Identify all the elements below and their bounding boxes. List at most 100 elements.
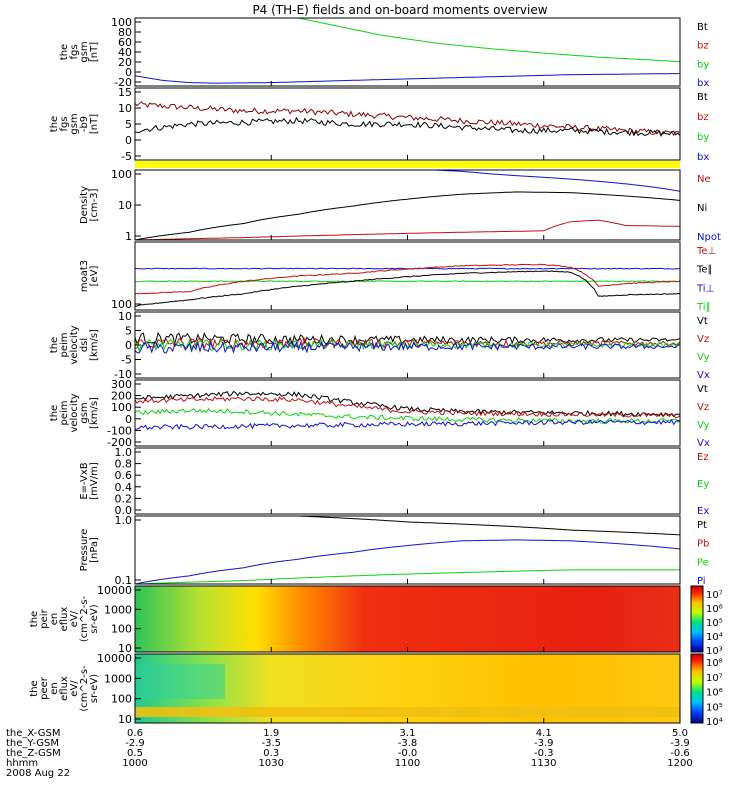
- series-Bt: [134, 116, 681, 137]
- panel-10: the peer en eflux eV/(cm^2-s-sr-eV) 10⁸ 10⁷ 10⁶…: [29, 652, 723, 728]
- svg-text:peim: peim: [59, 400, 70, 425]
- panel-9: the peir en eflux eV/(cm^2-s-sr-eV) 10⁷ 10⁶ 10⁵…: [29, 584, 723, 657]
- svg-text:moat3: moat3: [79, 260, 90, 292]
- y-tick-label: -5: [121, 354, 132, 367]
- colorbar-tick: 10⁵: [706, 702, 723, 713]
- y-tick-label: 20: [118, 56, 132, 69]
- legend-entry: Vx: [697, 370, 710, 381]
- y-axis-label: the peim velocity dsl [km/s]: [49, 325, 100, 364]
- legend-entry: Ey: [697, 479, 709, 490]
- svg-text:the: the: [49, 116, 60, 132]
- x-row-label: hhmm: [6, 758, 38, 769]
- series-Vz: [134, 395, 681, 419]
- legend-entry: Vy: [697, 420, 710, 431]
- legend-entry: Te⊥: [696, 246, 716, 257]
- y-tick-label: 0.2: [115, 492, 133, 505]
- y-tick-label: 0.8: [115, 458, 133, 471]
- x-row-label: the_Y-GSM: [6, 738, 59, 749]
- svg-text:gsm: gsm: [79, 402, 90, 423]
- legend-entry: bx: [697, 152, 709, 163]
- series-Pe: [134, 569, 680, 585]
- colorbar-tick: 10⁸: [706, 658, 723, 669]
- y-axis-label: Density [cm-3]: [79, 186, 100, 224]
- panel-8: Pressure [nPa] 1.0 0.1 Pt Pb Pe Pi: [79, 514, 709, 587]
- series-Vy: [134, 338, 681, 353]
- y-tick-label: 10: [118, 310, 132, 323]
- series-Vy: [134, 407, 681, 424]
- x-tick-label: 0.3: [263, 748, 279, 759]
- panel-frame: [134, 17, 681, 87]
- y-tick-label: 100: [111, 16, 132, 29]
- legend-entry: Ne: [697, 174, 711, 185]
- y-tick-label: 1000: [104, 672, 132, 685]
- panel-frame: [134, 87, 681, 161]
- plot-title: P4 (TH-E) fields and on-board moments ov…: [252, 3, 547, 17]
- x-date-label: 2008 Aug 22: [6, 768, 70, 779]
- x-tick-label: 0.5: [127, 748, 143, 759]
- y-tick-label: 0: [125, 134, 132, 147]
- y-tick-label: 1.0: [115, 514, 133, 527]
- series-Te⊥: [134, 263, 681, 295]
- svg-text:[km/s]: [km/s]: [89, 329, 100, 361]
- y-axis-label: the fgs gsm -b9 [nT]: [49, 113, 100, 134]
- colorbar-tick: 10⁶: [706, 604, 723, 615]
- legend-entry: bz: [697, 41, 709, 52]
- series-Pt: [298, 515, 680, 536]
- svg-text:Density: Density: [79, 186, 90, 224]
- svg-text:sr-eV): sr-eV): [89, 674, 100, 703]
- svg-text:velocity: velocity: [69, 393, 80, 432]
- x-tick-label: -0.3: [534, 748, 554, 759]
- svg-text:-b9: -b9: [79, 116, 90, 132]
- y-tick-label: -200: [107, 436, 132, 449]
- colorbar-tick: 10⁷: [706, 673, 723, 684]
- y-axis-label: moat3 [eV]: [79, 260, 100, 292]
- colorbar: [690, 585, 704, 653]
- series-Vx: [134, 340, 681, 354]
- svg-text:[nT]: [nT]: [89, 114, 100, 134]
- legend-entry: Pt: [697, 520, 707, 531]
- svg-text:gsm: gsm: [69, 113, 80, 134]
- y-tick-label: 80: [118, 26, 132, 39]
- panel-frame: [134, 169, 681, 241]
- y-axis-label: the fgs gsm [nT]: [59, 41, 100, 62]
- series-Vz: [134, 337, 681, 351]
- legend-entry: bx: [697, 78, 709, 89]
- svg-text:[cm-3]: [cm-3]: [89, 188, 100, 221]
- svg-text:the: the: [49, 337, 60, 353]
- series-Ti∥: [135, 280, 681, 283]
- legend-entry: Ni: [697, 203, 707, 214]
- svg-text:(cm^2-s-: (cm^2-s-: [79, 595, 90, 642]
- y-tick-label: -10: [114, 368, 132, 381]
- spectrogram: [135, 586, 680, 652]
- y-tick-label: 0: [125, 339, 132, 352]
- svg-text:gsm: gsm: [79, 41, 90, 62]
- y-tick-label: 0.4: [115, 481, 133, 494]
- x-tick-label: 1130: [531, 758, 556, 769]
- legend-entry: by: [697, 132, 709, 143]
- panel-2: the fgs gsm -b9 [nT] 15 10 5 0 -5 Bt bz by bx: [49, 86, 709, 163]
- svg-text:eflux: eflux: [59, 676, 70, 701]
- svg-text:E=-VxB: E=-VxB: [79, 462, 90, 499]
- svg-text:peim: peim: [59, 332, 70, 357]
- x-row-label: the_X-GSM: [6, 728, 60, 739]
- y-axis-label: the peir en eflux eV/(cm^2-s-sr-eV): [29, 595, 100, 642]
- panel-5: the peim velocity dsl [km/s] 10 50 -5-10 Vt Vz Vy V…: [49, 310, 710, 381]
- panel-6: the peim velocity gsm [km/s] 3002001000-100-2…: [49, 378, 710, 449]
- series-bz: [134, 101, 681, 137]
- y-axis-label: the peim velocity gsm [km/s]: [49, 393, 100, 432]
- y-tick-label: 40: [118, 46, 132, 59]
- legend-entry: by: [697, 59, 709, 70]
- spectrogram-band: [135, 707, 680, 717]
- y-tick-label: 10: [118, 642, 132, 655]
- legend-entry: Ex: [697, 506, 709, 517]
- legend-entry: Vt: [697, 384, 708, 395]
- svg-text:Pressure: Pressure: [79, 529, 90, 572]
- svg-text:the: the: [29, 680, 40, 696]
- x-tick-label: -3.9: [534, 738, 554, 749]
- y-tick-label: 10000: [97, 652, 132, 665]
- svg-text:the: the: [59, 44, 70, 60]
- colorbar-tick: 10⁴: [706, 632, 723, 643]
- colorbar: [690, 653, 704, 724]
- colorbar-tick: 10⁶: [706, 688, 723, 699]
